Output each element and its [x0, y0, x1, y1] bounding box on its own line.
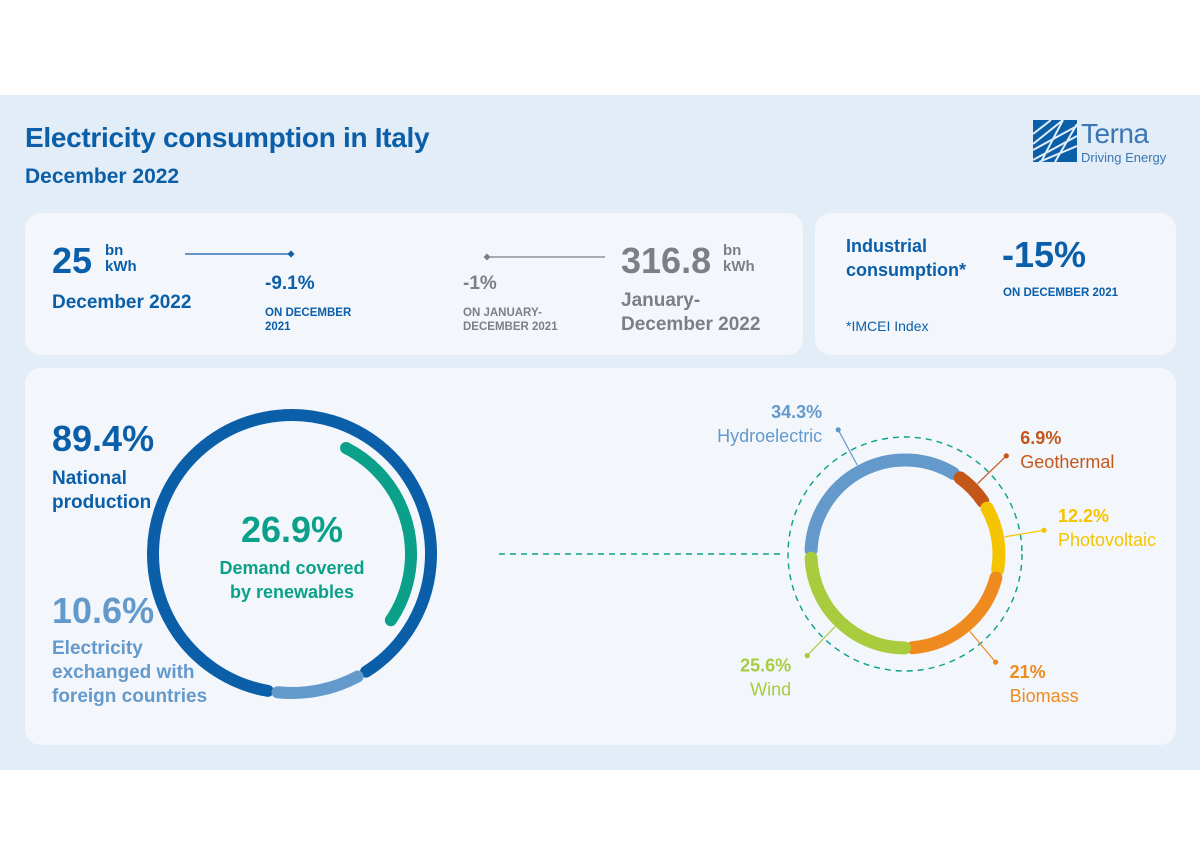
- category-label-biomass: Biomass: [1010, 686, 1079, 706]
- renewables-labels: 34.3% Hydroelectric 6.9% Geothermal 12.2% Pho…: [717, 402, 1156, 706]
- monthly-change-note-2: 2021: [265, 321, 291, 333]
- value-label-geothermal: 6.9%: [1020, 428, 1061, 448]
- yearly-unit-top: bn: [723, 242, 742, 259]
- industrial-change: -15%: [1002, 234, 1087, 275]
- logo-tagline: Driving Energy: [1081, 150, 1167, 165]
- terna-logo-icon: [1032, 119, 1078, 163]
- yearly-unit-bottom: kWh: [723, 258, 755, 275]
- leader-line-photovoltaic: [1004, 529, 1045, 538]
- industrial-change-note: ON DECEMBER 2021: [1003, 287, 1119, 299]
- page-subtitle: December 2022: [25, 165, 180, 188]
- leader-dot-hydroelectric: [835, 427, 841, 433]
- leader-dot-biomass: [993, 659, 999, 665]
- yearly-change-note-2: DECEMBER 2021: [463, 321, 558, 333]
- industrial-label-2: consumption*: [846, 260, 966, 280]
- ring-segment-hydroelectric: [804, 453, 960, 557]
- renewables-caption-2: by renewables: [229, 582, 355, 602]
- monthly-value: 25: [52, 240, 93, 281]
- leader-line-geothermal: [977, 455, 1007, 485]
- ring-segment-national-production: [147, 409, 437, 697]
- category-label-geothermal: Geothermal: [1020, 452, 1114, 472]
- renewables-caption-1: Demand covered: [219, 558, 365, 578]
- renewables-dashed-ring: [787, 436, 1023, 672]
- national-production-label-1: National: [52, 468, 127, 489]
- renewables-arc: [340, 441, 417, 627]
- foreign-exchange-value: 10.6%: [52, 590, 155, 631]
- leader-dot-wind: [804, 653, 810, 659]
- page-title: Electricity consumption in Italy: [25, 122, 430, 153]
- ring-segment-biomass: [906, 571, 1003, 655]
- category-label-hydroelectric: Hydroelectric: [717, 426, 822, 446]
- yearly-value: 316.8: [621, 240, 712, 281]
- yearly-change: -1%: [463, 273, 497, 294]
- industrial-card: Industrial consumption* -15% ON DECEMBER…: [815, 213, 1176, 355]
- yearly-connector: [483, 253, 605, 261]
- yearly-period-1: January-: [621, 290, 701, 311]
- yearly-change-note-1: ON JANUARY-: [463, 307, 542, 319]
- consumption-card: 25 bn kWh December 2022 -9.1% ON DECEMBE…: [25, 213, 803, 355]
- leader-line-hydroelectric: [837, 429, 858, 466]
- production-charts: 34.3% Hydroelectric 6.9% Geothermal 12.2% Pho…: [147, 402, 1156, 706]
- leader-line-wind: [806, 626, 836, 657]
- yearly-period-2: December 2022: [621, 314, 761, 335]
- monthly-change-note-1: ON DECEMBER: [265, 307, 352, 319]
- ring-segment-geothermal: [953, 471, 990, 508]
- leader-dot-photovoltaic: [1041, 527, 1047, 533]
- logo-wordmark: Terna: [1081, 118, 1149, 149]
- renewables-value: 26.9%: [240, 509, 344, 550]
- monthly-unit-bottom: kWh: [105, 258, 137, 275]
- production-card: 89.4% National production 10.6% Electric…: [25, 368, 1176, 745]
- renewables-mix-ring: [804, 453, 1006, 655]
- foreign-exchange-label-2: exchanged with: [52, 662, 195, 683]
- monthly-unit-top: bn: [105, 242, 124, 259]
- ring-segment-electricity-exchanged-with-foreign-countries: [271, 670, 364, 699]
- monthly-connector: [185, 250, 295, 258]
- terna-logo: Terna Driving Energy: [1032, 118, 1178, 166]
- production-source-ring: [147, 409, 437, 699]
- monthly-period: December 2022: [52, 292, 192, 313]
- category-label-wind: Wind: [750, 680, 791, 700]
- monthly-change: -9.1%: [265, 273, 315, 294]
- industrial-footnote: *IMCEI Index: [846, 318, 929, 334]
- industrial-label-1: Industrial: [846, 236, 928, 256]
- national-production-value: 89.4%: [52, 418, 155, 459]
- ring-segment-photovoltaic: [980, 501, 1006, 577]
- national-production-label-2: production: [52, 492, 152, 513]
- value-label-hydroelectric: 34.3%: [771, 402, 822, 422]
- value-label-biomass: 21%: [1010, 662, 1046, 682]
- value-label-wind: 25.6%: [740, 656, 791, 676]
- leader-line-biomass: [969, 631, 997, 663]
- foreign-exchange-label-1: Electricity: [52, 638, 143, 659]
- value-label-photovoltaic: 12.2%: [1058, 506, 1109, 526]
- ring-segment-wind: [804, 551, 911, 655]
- category-label-photovoltaic: Photovoltaic: [1058, 530, 1156, 550]
- foreign-exchange-label-3: foreign countries: [52, 686, 208, 707]
- leader-dot-geothermal: [1003, 453, 1009, 459]
